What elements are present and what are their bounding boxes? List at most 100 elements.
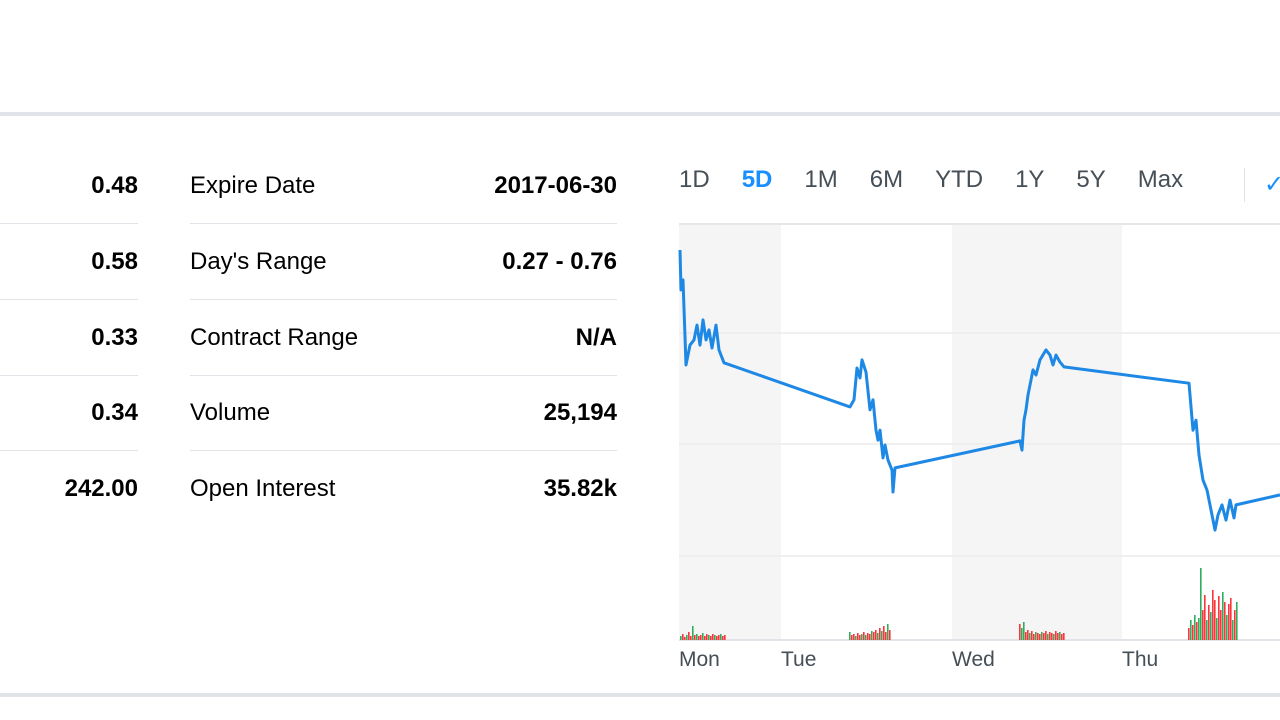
volume-bar [1047,634,1049,640]
session-band [952,224,1122,640]
volume-bar [696,634,698,640]
volume-bar [1214,600,1216,640]
volume-bar [714,635,716,640]
volume-bar [1029,633,1031,640]
tab-6m[interactable]: 6M [869,166,904,193]
volume-bar [1045,631,1047,640]
volume-bar [720,634,722,640]
volume-bar [859,635,861,640]
volume-bar [1049,632,1051,640]
volume-bar [1230,598,1232,640]
volume-bar [1224,602,1226,640]
volume-bar [1025,632,1027,640]
stat-value: 242.00 [64,474,138,502]
stat-value: 0.27 - 0.76 [502,247,617,275]
stat-row-volume: Volume 25,194 [190,375,617,451]
volume-bar [1039,634,1041,640]
volume-bar [1037,633,1039,640]
tab-max[interactable]: Max [1137,166,1184,193]
tab-5y[interactable]: 5Y [1076,166,1106,193]
stat-value: 2017-06-30 [494,171,617,199]
volume-bar [716,636,718,640]
left-stat-row: 242.00 [0,451,138,526]
volume-bar [1057,633,1059,640]
volume-bar [686,635,688,640]
left-stat-row: 0.33 [0,300,138,376]
volume-bar [1198,618,1200,640]
volume-bar [1055,631,1057,640]
tab-ytd[interactable]: YTD [935,166,984,193]
tab-5d[interactable]: 5D [741,166,773,193]
volume-bar [1053,634,1055,640]
tab-1m[interactable]: 1M [804,166,838,193]
volume-bar [877,633,879,640]
stat-label: Volume [190,398,271,426]
stat-value: 35.82k [543,474,617,502]
volume-bar [692,626,694,640]
volume-bar [690,636,692,640]
stat-label: Expire Date [190,171,316,199]
volume-bar [851,635,853,640]
bottom-divider [0,693,1280,697]
volume-bar [861,634,863,640]
price-line [678,249,1280,532]
volume-bar [722,636,724,640]
volume-bar [1031,631,1033,640]
volume-bar [883,626,885,640]
x-tick-label: Wed [952,648,995,671]
volume-bar [1232,620,1234,640]
volume-bar [688,632,690,640]
stat-value: N/A [575,323,617,351]
volume-bar [1035,632,1037,640]
volume-bar [1210,612,1212,640]
volume-bar [1222,592,1224,640]
volume-bar [712,634,714,640]
volume-bar [849,632,851,640]
volume-bar [1212,590,1214,640]
stat-label: Open Interest [190,474,336,502]
volume-bar [702,633,704,640]
volume-bar [1218,596,1220,640]
volume-bar [708,635,710,640]
left-stat-row: 0.48 [0,148,138,224]
volume-bar [1190,620,1192,640]
x-tick-label: Tue [781,648,817,671]
tab-1d[interactable]: 1D [679,166,710,193]
volume-bar [1236,602,1238,640]
stat-value: 0.48 [91,171,138,199]
volume-bar [684,637,686,640]
volume-bar [710,636,712,640]
volume-bar [1023,622,1025,640]
volume-bar [1063,633,1065,640]
volume-bar [1192,625,1194,640]
volume-bar [718,635,720,640]
volume-bar [1041,632,1043,640]
stat-row-contract-range: Contract Range N/A [190,300,617,376]
left-stat-row: 0.34 [0,375,138,451]
x-tick-label: Mon [679,648,720,671]
volume-bar [1204,595,1206,640]
volume-bar [704,636,706,640]
volume-bar [1033,634,1035,640]
volume-bar [873,632,875,640]
volume-bar [700,635,702,640]
stat-value: 0.33 [91,323,138,351]
volume-bar [706,634,708,640]
volume-bar [1194,615,1196,640]
volume-bar [1206,620,1208,640]
volume-bar [881,631,883,640]
volume-bar [1220,610,1222,640]
volume-bar [1200,568,1202,640]
volume-bar [1228,604,1230,640]
left-stat-row: 0.58 [0,224,138,300]
top-divider [0,112,1280,116]
volume-bar [682,634,684,640]
stat-row-days-range: Day's Range 0.27 - 0.76 [190,224,617,300]
tab-1y[interactable]: 1Y [1015,166,1045,193]
volume-bar [1051,633,1053,640]
volume-bar [1226,615,1228,640]
volume-bar [889,630,891,640]
checkmark-icon[interactable]: ✓ [1264,171,1280,198]
volume-bar [1021,628,1023,640]
